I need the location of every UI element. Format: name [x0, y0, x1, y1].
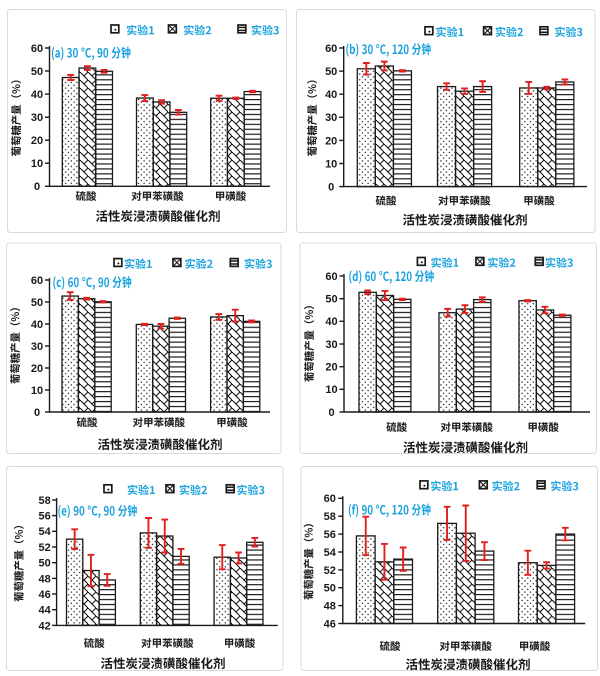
svg-text:60: 60 — [31, 43, 43, 55]
svg-text:52: 52 — [38, 542, 50, 554]
svg-text:50: 50 — [31, 66, 43, 78]
svg-text:0: 0 — [328, 407, 334, 419]
svg-text:10: 10 — [325, 158, 337, 170]
svg-text:40: 40 — [325, 89, 337, 101]
svg-text:20: 20 — [325, 135, 337, 147]
svg-text:58: 58 — [324, 511, 336, 523]
svg-text:50: 50 — [38, 558, 50, 570]
svg-text:56: 56 — [324, 529, 336, 541]
svg-text:60: 60 — [324, 493, 336, 505]
svg-text:40: 40 — [325, 316, 337, 328]
svg-text:20: 20 — [31, 135, 43, 147]
svg-text:60: 60 — [325, 271, 337, 283]
svg-text:50: 50 — [325, 66, 337, 78]
svg-text:56: 56 — [38, 511, 50, 523]
svg-text:60: 60 — [31, 275, 43, 287]
svg-text:20: 20 — [31, 363, 43, 375]
svg-text:60: 60 — [325, 43, 337, 55]
svg-text:48: 48 — [324, 601, 336, 613]
svg-text:50: 50 — [31, 297, 43, 309]
svg-text:30: 30 — [325, 112, 337, 124]
svg-text:0: 0 — [34, 181, 40, 193]
svg-text:40: 40 — [31, 89, 43, 101]
svg-text:40: 40 — [31, 319, 43, 331]
svg-text:20: 20 — [325, 362, 337, 374]
svg-text:48: 48 — [38, 573, 50, 585]
svg-text:30: 30 — [325, 339, 337, 351]
svg-text:58: 58 — [38, 495, 50, 507]
svg-text:46: 46 — [38, 589, 50, 601]
svg-text:0: 0 — [328, 182, 334, 194]
svg-text:42: 42 — [38, 620, 50, 632]
svg-text:50: 50 — [324, 583, 336, 595]
svg-text:10: 10 — [31, 158, 43, 170]
svg-text:10: 10 — [325, 384, 337, 396]
svg-text:30: 30 — [31, 341, 43, 353]
svg-text:52: 52 — [324, 565, 336, 577]
svg-text:44: 44 — [38, 605, 51, 617]
svg-text:30: 30 — [31, 112, 43, 124]
svg-text:46: 46 — [324, 618, 336, 630]
svg-text:54: 54 — [38, 526, 51, 538]
svg-text:10: 10 — [31, 385, 43, 397]
svg-text:54: 54 — [324, 547, 337, 559]
svg-text:50: 50 — [325, 294, 337, 306]
svg-text:0: 0 — [34, 407, 40, 419]
